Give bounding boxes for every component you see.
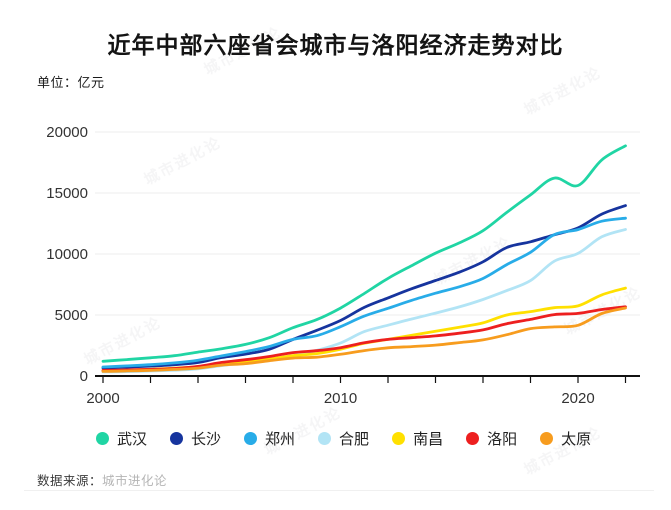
y-tick-label: 15000: [46, 185, 88, 202]
series-line-nanchang: [101, 286, 627, 373]
legend-item-taiyuan: 太原: [540, 428, 591, 449]
legend-label: 合肥: [339, 431, 370, 448]
legend-item-wuhan: 武汉: [96, 428, 147, 449]
y-tick-label: 20000: [46, 124, 88, 141]
legend-swatch-luoyang: [466, 432, 480, 445]
legend-swatch-zhengzhou: [244, 432, 258, 445]
legend-item-zhengzhou: 郑州: [244, 428, 295, 449]
legend-swatch-nanchang: [392, 432, 406, 445]
legend-swatch-hefei: [318, 432, 332, 445]
legend-swatch-wuhan: [96, 432, 109, 445]
legend: 武汉 长沙 郑州 合肥 南昌 洛阳 太原: [96, 428, 591, 449]
legend-item-hefei: 合肥: [318, 428, 369, 449]
y-tick-label: 10000: [46, 246, 88, 263]
legend-item-changsha: 长沙: [170, 428, 221, 449]
divider-line: [24, 490, 654, 491]
legend-label: 长沙: [191, 431, 222, 448]
data-source: 数据来源：城市进化论: [37, 470, 167, 489]
x-tick-label: 2010: [324, 390, 357, 407]
y-tick-label: 0: [80, 368, 88, 385]
x-tick-label: 2020: [561, 390, 594, 407]
legend-swatch-taiyuan: [540, 432, 554, 445]
series-line-taiyuan: [101, 306, 627, 373]
legend-item-nanchang: 南昌: [392, 428, 443, 449]
series-line-luoyang: [101, 305, 627, 372]
legend-item-luoyang: 洛阳: [466, 428, 517, 449]
legend-label: 武汉: [117, 431, 148, 448]
legend-label: 南昌: [413, 431, 444, 448]
x-tick-label: 2000: [86, 390, 119, 407]
series-line-wuhan: [101, 144, 627, 363]
source-name: 城市进化论: [102, 474, 168, 488]
legend-label: 郑州: [265, 431, 296, 448]
legend-swatch-changsha: [170, 432, 184, 445]
legend-label: 太原: [561, 431, 592, 448]
legend-label: 洛阳: [487, 431, 518, 448]
series-line-zhengzhou: [101, 216, 627, 369]
unit-label: 单位：亿元: [37, 75, 105, 90]
y-tick-label: 5000: [55, 307, 88, 324]
chart-title: 近年中部六座省会城市与洛阳经济走势对比: [107, 32, 564, 58]
source-prefix: 数据来源：: [37, 474, 103, 488]
series-line-changsha: [101, 204, 627, 370]
